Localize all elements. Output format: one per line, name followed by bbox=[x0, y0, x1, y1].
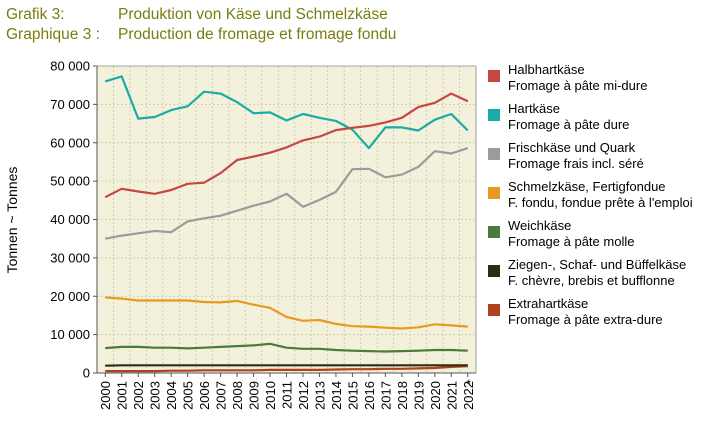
x-tick-label: 2020 bbox=[428, 381, 443, 410]
legend-label-de: Hartkäse bbox=[508, 101, 561, 116]
x-tick-label: 2006 bbox=[197, 381, 212, 410]
legend-item: Weichkäse Fromage à pâte molle bbox=[488, 218, 718, 250]
legend-swatch bbox=[488, 265, 500, 277]
legend-item: Frischkäse und Quark Fromage frais incl. … bbox=[488, 140, 718, 172]
legend-item: Ziegen-, Schaf- und Büffelkäse F. chèvre,… bbox=[488, 257, 718, 289]
y-tick-label: 10 000 bbox=[50, 327, 90, 342]
legend-label: Halbhartkäse Fromage à pâte mi-dure bbox=[508, 62, 647, 94]
legend-label-de: Extrahartkäse bbox=[508, 296, 589, 311]
x-tick-label: 2013 bbox=[312, 381, 327, 410]
series-line bbox=[104, 147, 469, 240]
x-note-asterisk: * bbox=[466, 377, 471, 391]
legend-label-de: Weichkäse bbox=[508, 218, 572, 233]
x-tick-label: 2022 bbox=[461, 381, 476, 410]
y-tick-label: 0 bbox=[83, 366, 90, 381]
legend-label-fr: Fromage frais incl. séré bbox=[508, 156, 644, 171]
legend-swatch bbox=[488, 226, 500, 238]
series-line bbox=[104, 75, 469, 150]
series-line bbox=[105, 342, 468, 353]
x-tick-label: 2003 bbox=[148, 381, 163, 410]
x-tick-label: 2002 bbox=[131, 381, 146, 410]
legend-swatch bbox=[488, 187, 500, 199]
legend-label-de: Frischkäse und Quark bbox=[508, 140, 636, 155]
legend-swatch bbox=[488, 148, 500, 160]
legend-label-fr: Fromage à pâte dure bbox=[508, 117, 630, 132]
legend-label: Schmelzkäse, Fertigfondue F. fondu, fondu… bbox=[508, 179, 693, 211]
x-tick-label: 2009 bbox=[247, 381, 262, 410]
legend-label: Hartkäse Fromage à pâte dure bbox=[508, 101, 629, 133]
y-tick-label: 20 000 bbox=[50, 289, 90, 304]
x-tick-label: 2011 bbox=[280, 381, 295, 409]
x-tick-label: 2016 bbox=[362, 381, 377, 410]
legend-swatch bbox=[488, 109, 500, 121]
x-tick-label: 2000 bbox=[98, 381, 113, 410]
y-tick-label: 30 000 bbox=[50, 250, 90, 265]
title-text-fr: Production de fromage et fromage fondu bbox=[118, 26, 397, 43]
x-tick-label: 2017 bbox=[378, 381, 393, 410]
x-tick-label: 2014 bbox=[329, 381, 344, 410]
y-tick-label: 50 000 bbox=[50, 174, 90, 189]
legend-label-fr: Fromage à pâte molle bbox=[508, 234, 635, 249]
title-text-de: Produktion von Käse und Schmelzkäse bbox=[118, 6, 388, 23]
title-label-fr: Graphique 3 : bbox=[6, 26, 100, 43]
x-tick-label: 2018 bbox=[395, 381, 410, 410]
legend-label-fr: Fromage à pâte extra-dure bbox=[508, 312, 663, 327]
legend-label: Ziegen-, Schaf- und Büffelkäse F. chèvre,… bbox=[508, 257, 686, 289]
legend-label-fr: F. chèvre, brebis et bufflonne bbox=[508, 273, 675, 288]
legend-label-fr: F. fondu, fondue prête à l'emploi bbox=[508, 195, 693, 210]
x-tick-label: 2008 bbox=[230, 381, 245, 410]
legend-label-de: Schmelzkäse, Fertigfondue bbox=[508, 179, 666, 194]
legend-label-fr: Fromage à pâte mi-dure bbox=[508, 78, 648, 93]
legend-label: Extrahartkäse Fromage à pâte extra-dure bbox=[508, 296, 663, 328]
legend-label: Weichkäse Fromage à pâte molle bbox=[508, 218, 634, 250]
y-tick-label: 80 000 bbox=[50, 59, 90, 74]
y-tick-label: 60 000 bbox=[50, 135, 90, 150]
series-line bbox=[105, 365, 468, 373]
x-tick-label: 2007 bbox=[214, 381, 229, 410]
y-tick-label: 40 000 bbox=[50, 212, 90, 227]
title-label-de: Grafik 3: bbox=[6, 6, 65, 23]
legend-label-de: Ziegen-, Schaf- und Büffelkäse bbox=[508, 257, 687, 272]
legend-label: Frischkäse und Quark Fromage frais incl. … bbox=[508, 140, 644, 172]
legend-item: Extrahartkäse Fromage à pâte extra-dure bbox=[488, 296, 718, 328]
y-tick-label: 70 000 bbox=[50, 97, 90, 112]
chart-title: Grafik 3: Produktion von Käse und Schmel… bbox=[6, 5, 396, 45]
legend-item: Schmelzkäse, Fertigfondue F. fondu, fondu… bbox=[488, 179, 718, 211]
x-tick-label: 2012 bbox=[296, 381, 311, 410]
legend-swatch bbox=[488, 70, 500, 82]
series-line bbox=[104, 92, 469, 199]
x-tick-label: 2004 bbox=[164, 381, 179, 410]
x-tick-label: 2005 bbox=[181, 381, 196, 410]
x-tick-label: 2019 bbox=[411, 381, 426, 410]
legend-item: Hartkäse Fromage à pâte dure bbox=[488, 101, 718, 133]
x-tick-label: 2021 bbox=[444, 381, 459, 410]
x-tick-label: 2010 bbox=[263, 381, 278, 410]
series-line bbox=[105, 296, 468, 330]
legend-item: Halbhartkäse Fromage à pâte mi-dure bbox=[488, 62, 718, 94]
x-tick-label: 2001 bbox=[115, 381, 130, 410]
legend-swatch bbox=[488, 304, 500, 316]
x-tick-label: 2015 bbox=[345, 381, 360, 410]
legend-label-de: Halbhartkäse bbox=[508, 62, 585, 77]
